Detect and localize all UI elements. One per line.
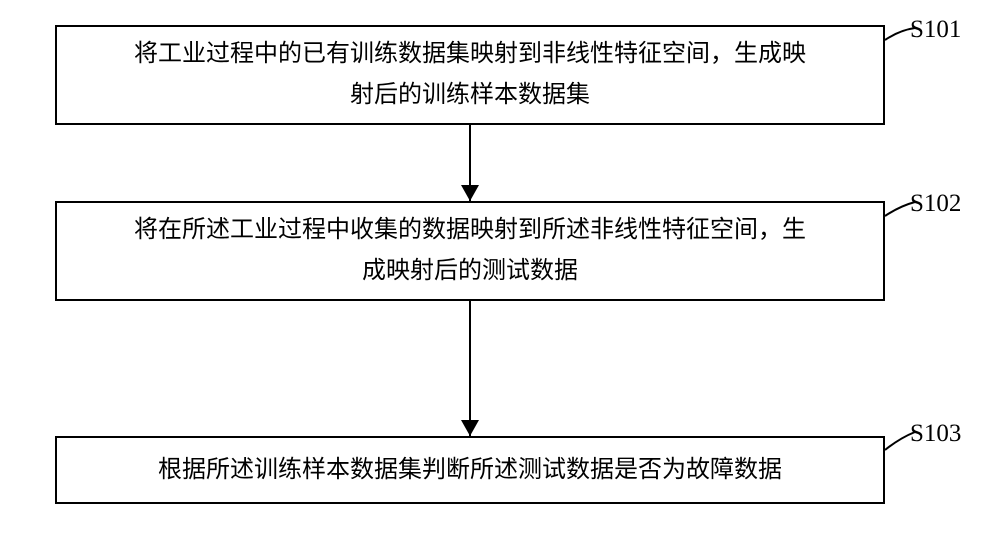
step-1-text-line1: 将工业过程中的已有训练数据集映射到非线性特征空间，生成映	[134, 34, 806, 75]
flowchart-container: 将工业过程中的已有训练数据集映射到非线性特征空间，生成映 射后的训练样本数据集 …	[55, 25, 945, 504]
arrow-1	[55, 125, 885, 201]
step-2-text-line1: 将在所述工业过程中收集的数据映射到所述非线性特征空间，生	[134, 210, 806, 251]
step-box-2: 将在所述工业过程中收集的数据映射到所述非线性特征空间，生 成映射后的测试数据	[55, 201, 885, 301]
step-box-3: 根据所述训练样本数据集判断所述测试数据是否为故障数据	[55, 436, 885, 504]
step-3-text-line1: 根据所述训练样本数据集判断所述测试数据是否为故障数据	[158, 450, 782, 491]
step-label-3: S103	[910, 420, 961, 448]
step-2-text-line2: 成映射后的测试数据	[134, 251, 806, 292]
step-box-1: 将工业过程中的已有训练数据集映射到非线性特征空间，生成映 射后的训练样本数据集	[55, 25, 885, 125]
step-1-text-line2: 射后的训练样本数据集	[134, 75, 806, 116]
arrow-2	[55, 301, 885, 436]
step-label-1: S101	[910, 16, 961, 44]
step-label-2: S102	[910, 190, 961, 218]
